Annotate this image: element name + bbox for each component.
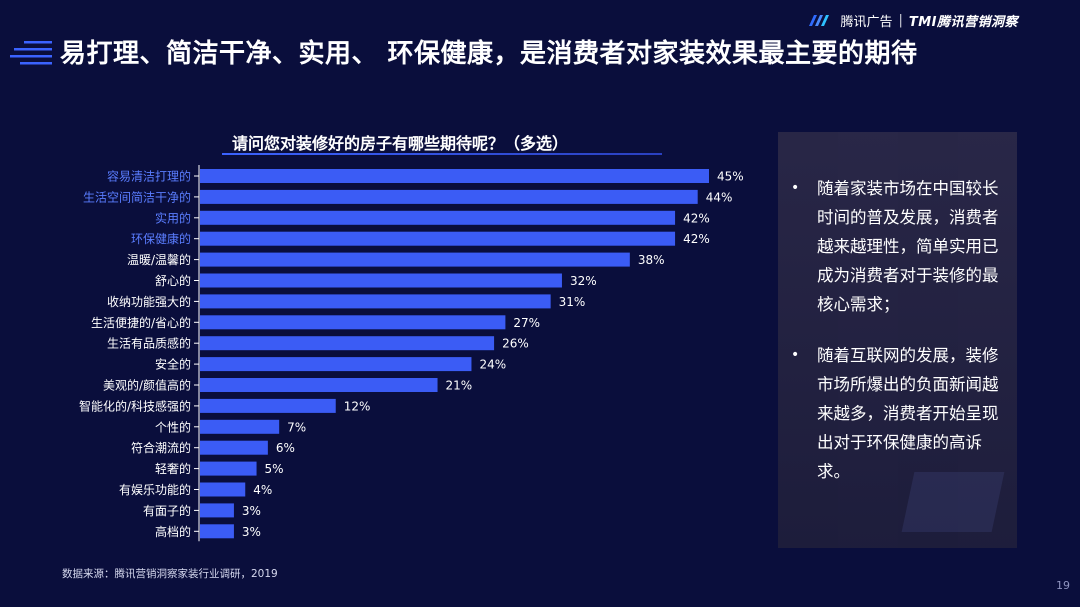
bar: [200, 169, 709, 183]
bar: [200, 419, 280, 434]
category-label: 有面子的: [143, 503, 191, 518]
value-label: 7%: [287, 420, 306, 434]
bar: [200, 461, 257, 476]
bullet-icon: •: [791, 180, 800, 196]
category-label: 收纳功能强大的: [107, 294, 191, 309]
category-label: 容易清洁打理的: [107, 169, 191, 184]
insight-panel: • 随着家装市场在中国较长时间的普及发展，消费者越来越理性，简单实用已成为消费者…: [778, 132, 1017, 548]
chart-question: 请问您对装修好的房子有哪些期待呢？（多选）: [232, 134, 569, 153]
value-label: 21%: [446, 379, 473, 393]
insight-item: • 随着互联网的发展，装修市场所爆出的负面新闻越来越多，消费者开始呈现出对于环保…: [788, 341, 1013, 486]
value-label: 38%: [638, 253, 665, 267]
category-label: 安全的: [155, 357, 191, 372]
category-label: 高档的: [155, 524, 191, 539]
insight-text: 随着家装市场在中国较长时间的普及发展，消费者越来越理性，简单实用已成为消费者对于…: [817, 179, 999, 314]
bar: [200, 252, 630, 267]
bar: [200, 398, 336, 413]
page-title: 易打理、简洁干净、实用、 环保健康，是消费者对家装效果最主要的期待: [60, 39, 918, 69]
value-label: 45%: [717, 170, 744, 184]
value-label: 3%: [242, 525, 261, 539]
tencent-ads-logo-icon: [809, 15, 830, 26]
bar: [200, 524, 234, 539]
bar: [200, 189, 698, 204]
category-label: 生活有品质感的: [107, 336, 191, 351]
bar: [200, 357, 472, 372]
category-label: 环保健康的: [131, 231, 191, 246]
bar: [200, 336, 495, 351]
bar: [200, 503, 234, 518]
category-label: 实用的: [155, 210, 191, 225]
insight-list: • 随着家装市场在中国较长时间的普及发展，消费者越来越理性，简单实用已成为消费者…: [788, 174, 1013, 508]
brand-name: 腾讯广告: [840, 14, 893, 30]
category-label: 生活空间简洁干净的: [83, 189, 191, 204]
category-label: 舒心的: [155, 273, 191, 288]
bullet-icon: •: [791, 347, 800, 363]
bar: [200, 273, 562, 288]
value-label: 27%: [513, 316, 540, 330]
value-label: 31%: [559, 295, 586, 309]
category-label: 温暖/温馨的: [127, 252, 191, 267]
value-label: 24%: [479, 358, 506, 372]
data-source: 数据来源：腾讯营销洞察家装行业调研，2019: [62, 568, 278, 580]
bar: [200, 440, 268, 455]
category-label: 个性的: [155, 419, 191, 434]
category-label: 轻奢的: [155, 461, 191, 476]
value-label: 26%: [502, 337, 529, 351]
bar: [200, 482, 246, 497]
bar: [200, 294, 551, 309]
insight-text: 随着互联网的发展，装修市场所爆出的负面新闻越来越多，消费者开始呈现出对于环保健康…: [817, 346, 999, 481]
brand-sub: TMI腾讯营销洞察: [908, 14, 1018, 30]
value-label: 5%: [265, 462, 284, 476]
value-label: 3%: [242, 504, 261, 518]
bar: [200, 378, 438, 392]
value-label: 12%: [344, 399, 371, 413]
category-label: 符合潮流的: [131, 440, 191, 455]
category-label: 生活便捷的/省心的: [91, 315, 191, 330]
bar: [200, 315, 506, 330]
bar: [200, 210, 676, 225]
brand-separator: |: [898, 12, 903, 28]
category-label: 智能化的/科技感强的: [79, 398, 191, 413]
value-label: 44%: [706, 190, 733, 204]
value-label: 42%: [683, 232, 710, 246]
bar: [200, 231, 676, 246]
question-underline: [222, 153, 662, 155]
page-number: 19: [1056, 579, 1070, 592]
value-label: 6%: [276, 441, 295, 455]
bar-chart: 容易清洁打理的 45% 生活空间简洁干净的 44% 实用的 42% 环保健康的 42% 温暖/温…: [79, 165, 744, 542]
value-label: 4%: [253, 483, 272, 497]
category-label: 美观的/颜值高的: [103, 378, 191, 393]
category-label: 有娱乐功能的: [119, 482, 191, 497]
title-lines-icon: [10, 41, 52, 65]
brand-header: 腾讯广告 | TMI腾讯营销洞察: [808, 10, 1018, 30]
value-label: 42%: [683, 211, 710, 225]
insight-item: • 随着家装市场在中国较长时间的普及发展，消费者越来越理性，简单实用已成为消费者…: [788, 174, 1013, 319]
value-label: 32%: [570, 274, 597, 288]
